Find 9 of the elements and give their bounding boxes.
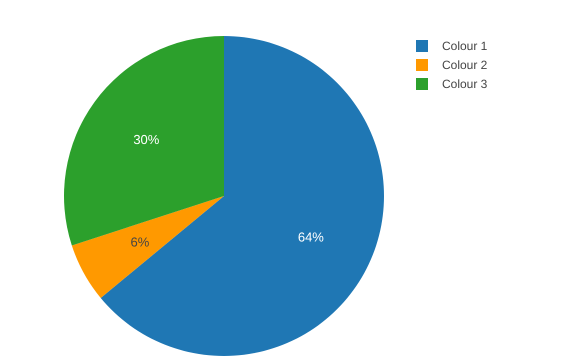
pie-slice <box>72 196 224 298</box>
pie-slice <box>100 36 384 356</box>
data-label: 30% <box>133 132 160 148</box>
data-label: 64% <box>298 229 324 244</box>
data-label: 6% <box>130 234 150 250</box>
legend-label: Colour 3 <box>442 76 488 90</box>
legend-label: Colour 2 <box>442 58 488 72</box>
legend-label: Colour 1 <box>442 38 488 52</box>
pie-slice <box>64 36 224 246</box>
